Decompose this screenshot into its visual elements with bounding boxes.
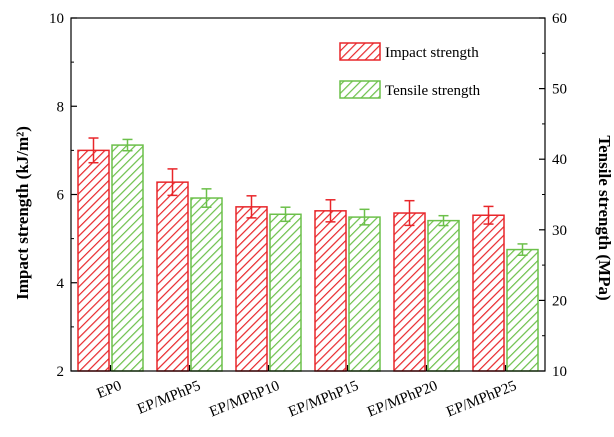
left-tick-label: 10 (49, 11, 64, 27)
x-tick-label: EP/MPhP25 (444, 378, 519, 421)
legend-label-impact: Impact strength (385, 45, 479, 61)
right-tick-label: 40 (552, 152, 567, 168)
bars-group (77, 144, 539, 372)
x-tick-label: EP/MPhP15 (286, 378, 361, 421)
legend-label-tensile: Tensile strength (385, 83, 481, 99)
bar-impact-strength (156, 181, 189, 372)
bar-impact-strength (314, 210, 347, 372)
bar-tensile-strength (269, 213, 302, 372)
x-axis-labels: EP0 EP/MPhP5 EP/MPhP10 EP/MPhP15 EP/MPhP20 EP… (95, 365, 519, 421)
right-tick-label: 50 (552, 82, 567, 98)
legend-swatch-tensile (339, 80, 381, 99)
right-tick-label: 60 (552, 11, 567, 27)
bar-tensile-strength (348, 216, 381, 372)
left-tick-label: 2 (57, 364, 65, 380)
bar-impact-strength (393, 212, 426, 372)
x-tick-label: EP/MPhP20 (365, 378, 440, 421)
bar-impact-strength (472, 214, 505, 372)
x-tick-label: EP0 (95, 378, 124, 402)
right-tick-label: 30 (552, 223, 567, 239)
legend-swatch-impact (339, 42, 381, 61)
bar-tensile-strength (111, 144, 144, 372)
right-tick-label: 10 (552, 364, 567, 380)
left-axis-title: Impact strength (kJ/m²) (13, 126, 32, 300)
left-tick-label: 4 (57, 276, 65, 292)
right-axis-title: Tensile strength (MPa) (595, 135, 614, 300)
bar-impact-strength (77, 149, 110, 372)
legend: Impact strength Tensile strength (339, 42, 481, 99)
left-axis-ticks: 2 4 6 8 10 (49, 11, 77, 380)
bar-impact-strength (235, 206, 268, 372)
x-tick-label: EP/MPhP5 (135, 378, 203, 418)
bar-tensile-strength (506, 248, 539, 372)
right-tick-label: 20 (552, 293, 567, 309)
right-axis-ticks: 10 20 30 40 50 60 (539, 11, 567, 380)
x-tick-label: EP/MPhP10 (207, 378, 282, 421)
error-bars-group (88, 137, 528, 256)
bar-tensile-strength (190, 197, 223, 372)
bar-tensile-strength (427, 219, 460, 372)
left-tick-label: 8 (57, 99, 65, 115)
left-tick-label: 6 (57, 188, 65, 204)
